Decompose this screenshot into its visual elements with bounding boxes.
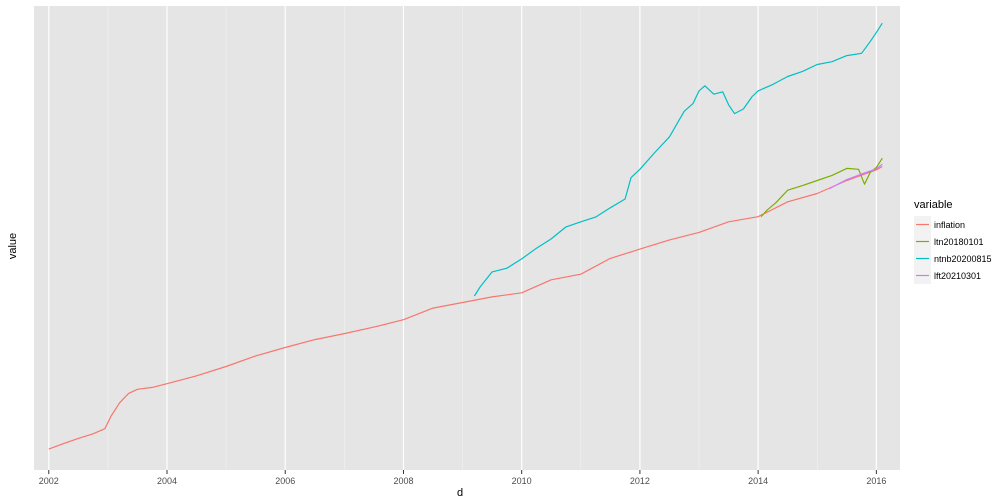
- legend-label-lft20210301: lft20210301: [934, 271, 981, 281]
- x-tick-label: 2010: [512, 476, 532, 486]
- legend-label-inflation: inflation: [934, 220, 965, 230]
- series-lines: [48, 22, 883, 450]
- x-axis-title: d: [457, 487, 463, 499]
- grid-lines: [48, 6, 877, 470]
- series-line-ltn20180101: [760, 157, 883, 218]
- series-line-inflation: [48, 165, 883, 450]
- series-line-lft20210301: [828, 163, 883, 190]
- y-axis-title: value: [7, 233, 19, 259]
- x-axis: 2002 2004 2006 2008 2010 2012 2014 2016: [39, 470, 886, 486]
- x-tick-label: 2012: [630, 476, 650, 486]
- x-tick-label: 2006: [275, 476, 295, 486]
- series-line-ntnb20200815: [473, 22, 883, 297]
- x-tick-label: 2014: [748, 476, 768, 486]
- legend-label-ntnb20200815: ntnb20200815: [934, 254, 992, 264]
- legend-label-ltn20180101: ltn20180101: [934, 237, 984, 247]
- panel-background: [34, 6, 900, 470]
- legend: variable inflation ltn20180101 ntnb2020081…: [914, 199, 992, 284]
- x-tick-label: 2016: [866, 476, 886, 486]
- x-tick-label: 2002: [39, 476, 59, 486]
- x-tick-label: 2004: [157, 476, 177, 486]
- legend-title: variable: [914, 199, 953, 211]
- x-tick-label: 2008: [393, 476, 413, 486]
